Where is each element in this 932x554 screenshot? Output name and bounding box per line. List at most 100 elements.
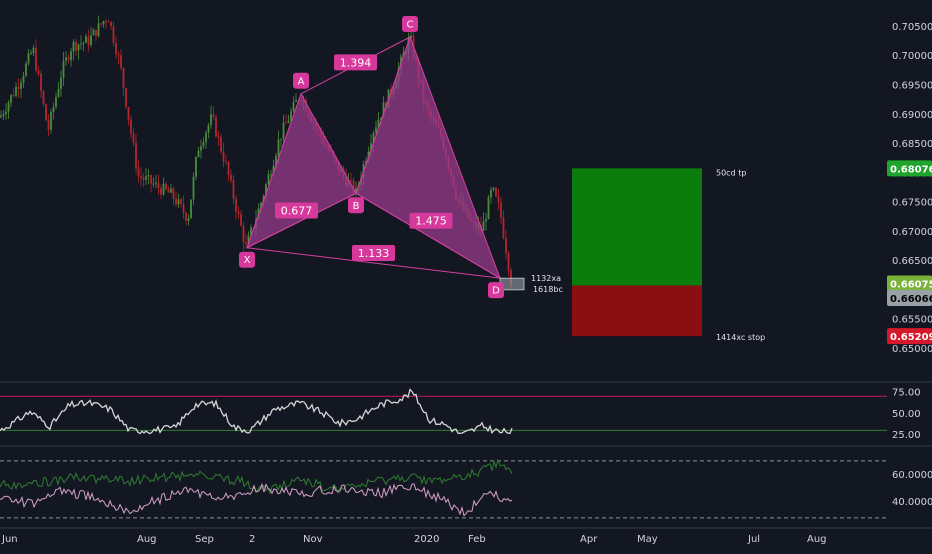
time-axis-label: Aug xyxy=(137,534,157,545)
candle-body xyxy=(212,114,215,117)
candle-body xyxy=(285,122,287,124)
candle-body xyxy=(22,75,25,83)
candle-body xyxy=(42,91,45,105)
ratio-label-text: 1.133 xyxy=(358,247,390,260)
candle-body xyxy=(162,183,165,195)
candle-body xyxy=(350,180,352,182)
time-axis-label: Apr xyxy=(580,534,598,545)
candle-body xyxy=(260,202,262,209)
pattern-point-b[interactable]: B xyxy=(348,197,364,214)
candle-body xyxy=(80,43,82,45)
pattern-point-c[interactable]: C xyxy=(402,16,418,33)
candle-body xyxy=(200,146,202,151)
candle-body xyxy=(65,57,67,61)
candle-body xyxy=(62,60,65,78)
price-tick-label: 0.70000 xyxy=(892,51,932,62)
candle-body xyxy=(110,22,112,27)
candle-body xyxy=(15,86,17,96)
candle-body xyxy=(167,189,170,193)
ratio-label-xb[interactable]: 0.677 xyxy=(275,202,318,219)
ratio-label-xd[interactable]: 1.133 xyxy=(352,244,395,261)
candle-body xyxy=(180,199,182,204)
candle-body xyxy=(47,120,50,130)
badge-bg xyxy=(887,160,932,177)
badge-take-profit: 0.68076 xyxy=(887,160,932,177)
candle-body xyxy=(130,119,132,134)
point-label-bg xyxy=(348,197,364,214)
price-tick-label: 0.70500 xyxy=(892,22,932,33)
price-tick-label: 0.67000 xyxy=(892,227,932,238)
candle-body xyxy=(107,21,110,23)
candle-body xyxy=(170,188,172,193)
candle-body xyxy=(487,197,490,219)
badge-bg xyxy=(887,275,932,292)
candle-body xyxy=(147,175,150,177)
candle-body xyxy=(237,211,240,214)
candle-body xyxy=(150,175,152,184)
candle-body xyxy=(195,157,197,177)
point-label-bg xyxy=(239,251,255,268)
time-axis-label: Feb xyxy=(468,534,486,545)
candle-body xyxy=(497,196,500,203)
rsi-axis: 75.00 50.00 25.00 xyxy=(892,387,921,441)
pattern-point-d[interactable]: D xyxy=(488,282,504,299)
long-position-tool[interactable]: 50cd tp 1414xc stop xyxy=(572,168,765,342)
candle-body xyxy=(235,198,237,212)
point-label-text: C xyxy=(407,20,414,31)
candle-body xyxy=(105,21,107,23)
candle-body xyxy=(75,41,77,51)
pattern-point-a[interactable]: A xyxy=(293,72,309,89)
stop-loss-zone[interactable] xyxy=(572,285,702,337)
harmonic-pattern[interactable]: 1132xa 1618bc 0.677 1.394 1.475 1.133 X … xyxy=(239,16,563,299)
candle-body xyxy=(112,26,115,43)
candle-body xyxy=(502,217,505,238)
take-profit-label: 50cd tp xyxy=(716,168,746,177)
time-axis[interactable]: Jun Aug Sep 2 Nov 2020 Feb Apr May Jul Aug xyxy=(1,534,827,545)
candle-body xyxy=(165,183,167,190)
time-axis-label: Sep xyxy=(195,534,214,545)
time-axis-label: Aug xyxy=(807,534,827,545)
candle-body xyxy=(60,77,62,89)
ratio-label-text: 1.394 xyxy=(340,56,372,69)
oscillator-pink-line xyxy=(0,482,513,517)
candle-body xyxy=(52,107,55,112)
candle-body xyxy=(117,54,120,56)
point-label-bg xyxy=(293,72,309,89)
rsi-tick-label: 75.00 xyxy=(892,387,921,398)
candle-body xyxy=(32,47,35,53)
candle-body xyxy=(57,88,60,97)
candle-body xyxy=(282,122,285,139)
candle-body xyxy=(232,180,235,199)
take-profit-zone[interactable] xyxy=(572,168,702,286)
candle-body xyxy=(35,47,37,71)
candle-body xyxy=(95,29,97,37)
point-label-text: A xyxy=(298,76,305,87)
badge-stop: 0.65209 xyxy=(887,328,932,345)
candle-body xyxy=(382,102,385,118)
ratio-label-bd[interactable]: 1.475 xyxy=(409,212,453,229)
candle-body xyxy=(287,120,290,123)
candle-body xyxy=(410,35,412,38)
candle-body xyxy=(152,183,155,185)
ratio-label-text: 1.475 xyxy=(415,215,447,228)
badge-text: 0.68076 xyxy=(890,164,932,175)
candle-body xyxy=(495,187,497,197)
candle-body xyxy=(225,161,227,163)
candle-body xyxy=(135,142,137,169)
candle-body xyxy=(295,100,297,102)
candle-body xyxy=(82,42,85,44)
ratio-label-ac[interactable]: 1.394 xyxy=(334,54,377,71)
pattern-line-xd xyxy=(246,247,501,279)
candle-body xyxy=(500,202,502,218)
pattern-point-x[interactable]: X xyxy=(239,251,255,268)
candle-body xyxy=(485,218,487,222)
point-label-text: D xyxy=(492,286,500,297)
candle-body xyxy=(377,119,380,128)
candle-body xyxy=(202,142,205,147)
candle-body xyxy=(292,101,295,112)
candle-body xyxy=(145,176,147,180)
candle-body xyxy=(7,102,10,112)
